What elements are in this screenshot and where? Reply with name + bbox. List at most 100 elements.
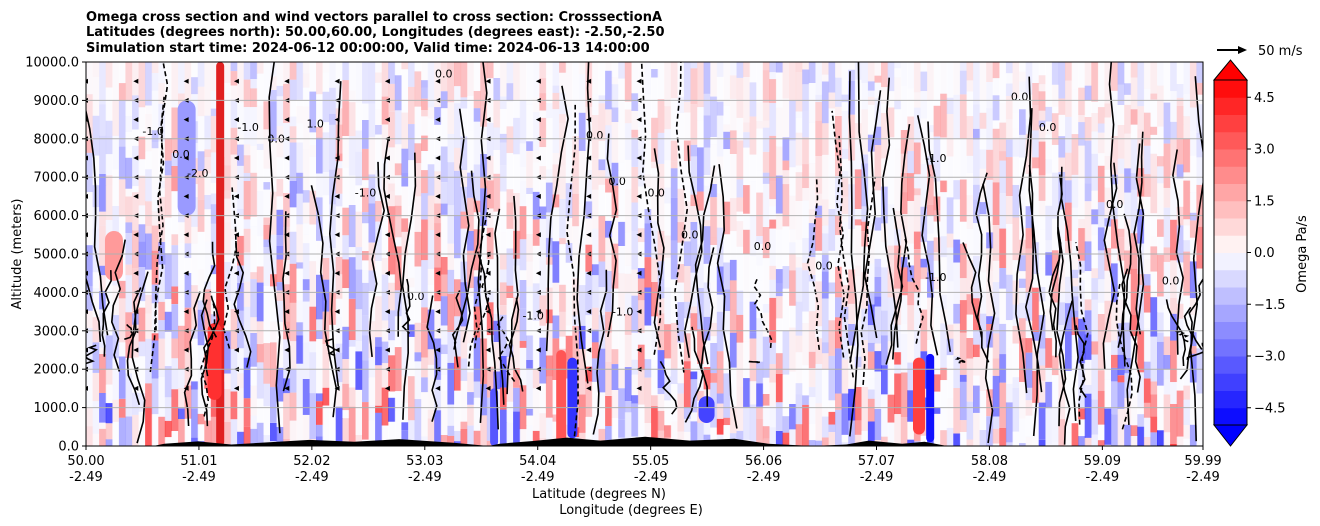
- omega-field-cell: [145, 338, 153, 384]
- omega-field-cell: [388, 183, 396, 192]
- omega-field-cell: [795, 424, 803, 446]
- omega-contour-line: [476, 251, 499, 430]
- omega-field-cell: [302, 106, 310, 150]
- wind-vector: [233, 117, 239, 123]
- omega-field-cell: [414, 322, 422, 353]
- omega-field-cell: [1065, 62, 1073, 81]
- omega-contour-line: [1024, 165, 1043, 393]
- omega-field-cell: [841, 434, 849, 443]
- omega-field-cell: [782, 62, 790, 99]
- omega-field-cell: [1058, 62, 1066, 99]
- x-tick-label-longitude: -2.49: [182, 470, 216, 485]
- omega-field-cell: [145, 62, 153, 106]
- omega-field-cell: [1117, 237, 1125, 261]
- omega-field-cell: [624, 314, 632, 335]
- omega-field-cell: [591, 189, 600, 229]
- omega-field-cell: [316, 137, 324, 174]
- omega-field-cell: [1005, 224, 1014, 254]
- omega-field-cell: [237, 215, 245, 236]
- omega-field-cell: [775, 269, 784, 284]
- omega-field-cell: [756, 62, 764, 103]
- omega-field-cell: [1038, 84, 1046, 92]
- omega-field-cell: [1071, 335, 1079, 357]
- omega-field-cell: [473, 212, 481, 230]
- omega-field-cell: [835, 409, 843, 446]
- omega-field-cell: [894, 100, 902, 110]
- omega-field-cell: [578, 285, 586, 326]
- omega-field-cell: [184, 385, 192, 419]
- omega-field-cell: [302, 301, 310, 343]
- omega-field-cell: [578, 74, 586, 113]
- omega-field-cell: [677, 222, 685, 243]
- omega-field-cell: [1183, 399, 1191, 425]
- omega-field-cell: [499, 96, 508, 109]
- omega-field-cell: [394, 144, 402, 164]
- omega-field-cell: [828, 209, 836, 251]
- omega-field-cell: [342, 383, 350, 411]
- omega-field-cell: [145, 201, 153, 227]
- omega-field-cell: [276, 196, 284, 210]
- omega-field-cell: [276, 209, 284, 236]
- omega-field-cell: [736, 62, 744, 78]
- omega-field-cell: [959, 221, 968, 244]
- omega-field-cell: [729, 62, 738, 76]
- omega-field-cell: [408, 124, 416, 161]
- omega-field-cell: [224, 198, 232, 223]
- omega-field-cell: [440, 108, 448, 147]
- omega-field-cell: [651, 62, 659, 69]
- omega-field-cell: [427, 107, 435, 119]
- omega-field-cell: [421, 116, 429, 136]
- omega-field-cell: [854, 275, 862, 321]
- omega-contour-line: [401, 152, 417, 420]
- omega-field-cell: [256, 321, 264, 345]
- omega-field-cell: [388, 206, 396, 238]
- omega-field-cell: [105, 302, 113, 325]
- wind-vector: [636, 347, 642, 353]
- omega-field-cell: [598, 428, 606, 446]
- omega-field-cell: [414, 352, 422, 362]
- omega-field-cell: [145, 383, 153, 407]
- omega-field-cell: [867, 291, 876, 305]
- omega-field-cell: [256, 266, 264, 283]
- omega-field-cell: [559, 114, 567, 123]
- omega-field-cell: [388, 111, 396, 148]
- omega-field-cell: [486, 156, 494, 181]
- omega-field-cell: [644, 187, 652, 209]
- omega-field-cell: [1189, 212, 1198, 221]
- omega-field-cell: [447, 102, 455, 134]
- wind-vector: [133, 117, 139, 123]
- omega-field-cell: [881, 394, 889, 437]
- omega-field-cell: [263, 253, 271, 286]
- omega-field-cell: [414, 143, 422, 164]
- omega-field-cell: [710, 197, 718, 238]
- omega-field-cell: [362, 120, 370, 149]
- omega-contour-line: [508, 297, 524, 392]
- omega-field-cell: [835, 215, 843, 236]
- omega-field-cell: [473, 229, 481, 271]
- omega-field-cell: [526, 335, 534, 360]
- omega-field-cell: [178, 93, 186, 105]
- omega-field-cell: [204, 62, 212, 76]
- omega-field-cell: [867, 90, 876, 97]
- omega-field-cell: [1058, 238, 1066, 259]
- omega-field-cell: [769, 419, 777, 428]
- omega-field-cell: [224, 62, 232, 83]
- omega-field-cell: [585, 244, 593, 272]
- omega-field-cell: [1117, 84, 1125, 105]
- omega-field-cell: [618, 102, 626, 140]
- omega-field-cell: [309, 190, 317, 225]
- omega-contour-line: [962, 242, 990, 363]
- omega-field-cell: [953, 94, 961, 139]
- omega-field-cell: [664, 235, 672, 258]
- omega-field-cell: [651, 350, 659, 367]
- omega-field-cell: [296, 123, 304, 143]
- omega-field-cell: [861, 62, 869, 83]
- omega-field-cell: [526, 194, 534, 235]
- omega-field-cell: [1183, 180, 1191, 220]
- omega-field-cell: [598, 103, 606, 141]
- omega-field-cell: [723, 425, 731, 446]
- omega-field-cell: [322, 236, 330, 258]
- omega-field-cell: [716, 418, 724, 435]
- omega-field-cell: [178, 62, 186, 94]
- omega-field-cell: [1150, 336, 1158, 382]
